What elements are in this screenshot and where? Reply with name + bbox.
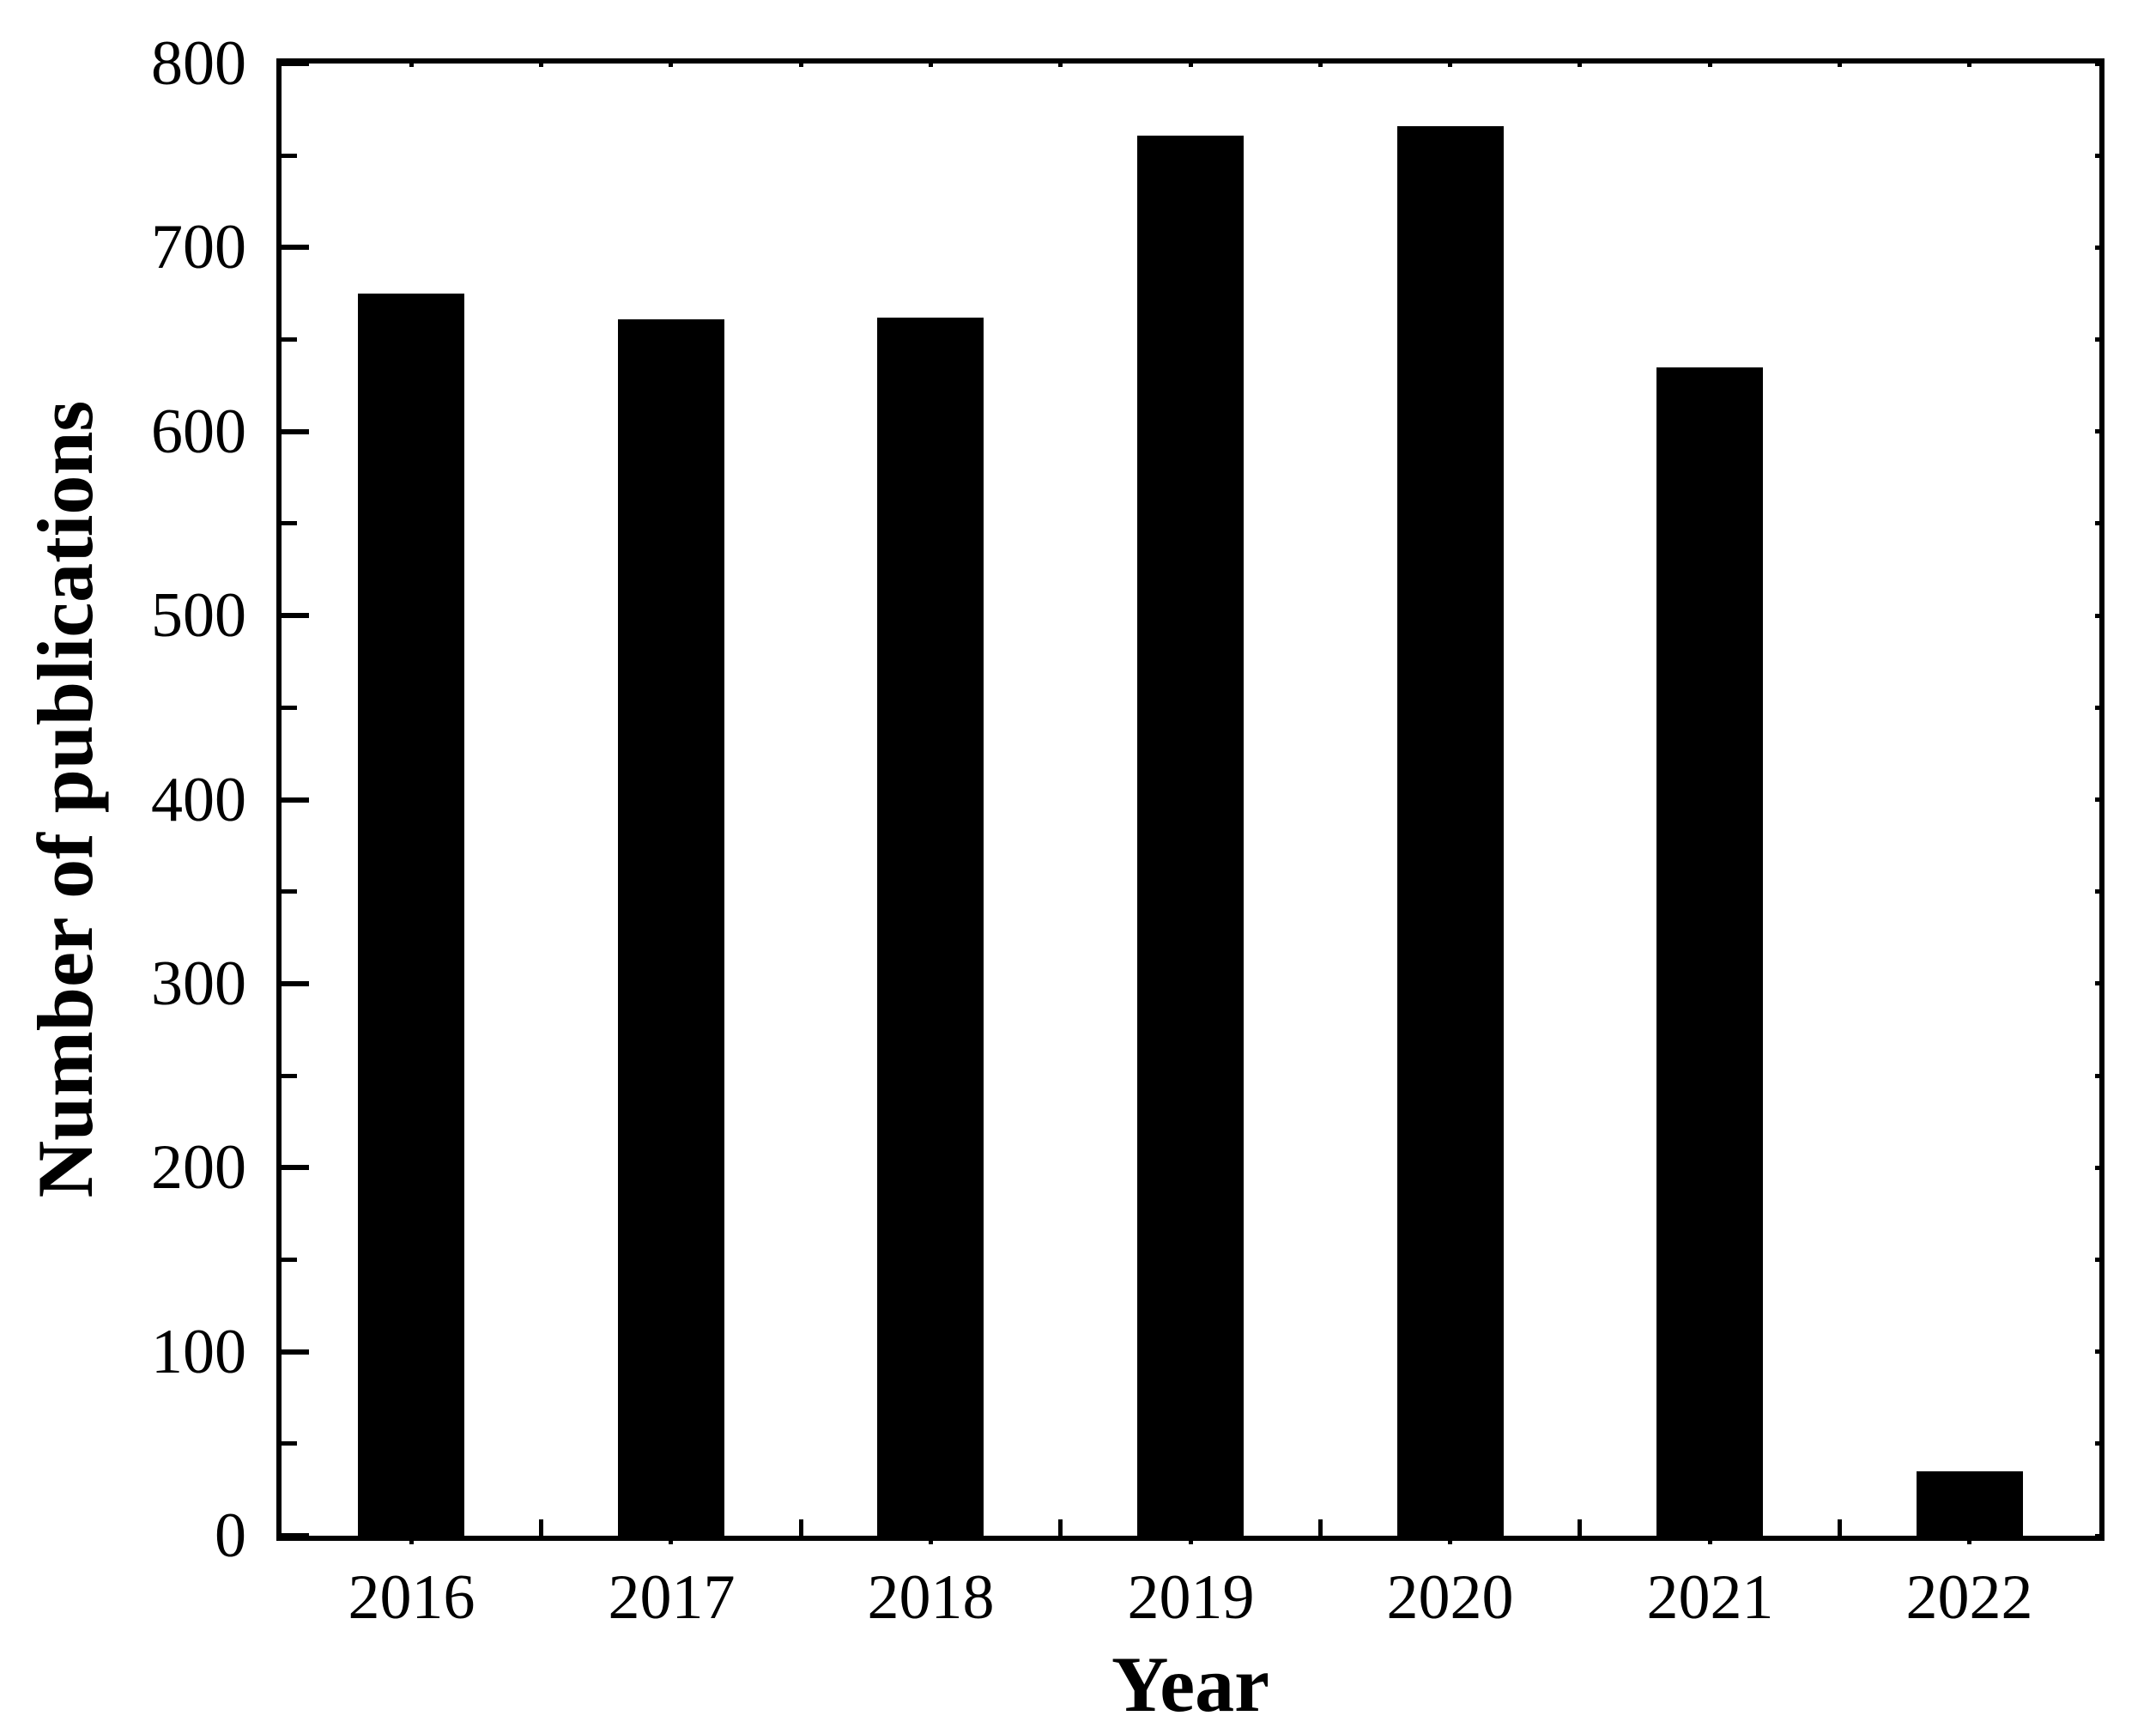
y-tick-label: 300	[151, 949, 246, 1019]
x-axis-title: Year	[1111, 1640, 1269, 1728]
top-tick	[1708, 64, 1712, 67]
x-tick-label: 2022	[1905, 1562, 2033, 1633]
x-minor-tick	[1058, 1519, 1063, 1536]
y-right-tick	[2095, 1166, 2099, 1170]
top-tick	[799, 64, 803, 67]
top-tick	[1189, 64, 1193, 67]
y-right-tick	[2095, 1534, 2099, 1538]
x-minor-tick	[1838, 1519, 1842, 1536]
top-tick	[409, 64, 414, 67]
y-tick-label: 100	[151, 1317, 246, 1387]
y-major-tick	[282, 1349, 309, 1355]
bar	[1137, 136, 1244, 1536]
y-right-minor-tick	[2095, 1258, 2099, 1262]
y-major-tick	[282, 429, 309, 434]
y-tick-label: 700	[151, 212, 246, 282]
bar	[877, 318, 984, 1536]
plot-area	[276, 58, 2105, 1541]
y-major-tick	[282, 61, 309, 66]
y-right-tick	[2095, 1349, 2099, 1354]
top-tick	[929, 64, 933, 67]
top-tick	[1058, 64, 1063, 67]
top-tick	[1838, 64, 1842, 67]
top-tick	[1448, 64, 1452, 67]
bar	[618, 319, 724, 1536]
top-tick	[669, 64, 673, 67]
x-minor-tick	[799, 1519, 803, 1536]
x-minor-tick	[539, 1519, 543, 1536]
x-tick-label: 2016	[348, 1562, 475, 1633]
y-major-tick	[282, 797, 309, 803]
x-major-tick	[669, 1541, 673, 1544]
y-right-minor-tick	[2095, 154, 2099, 158]
y-right-minor-tick	[2095, 1441, 2099, 1446]
bar	[1917, 1471, 2023, 1536]
x-tick-label: 2018	[867, 1562, 995, 1633]
y-right-tick	[2095, 429, 2099, 434]
y-minor-tick	[282, 1074, 297, 1078]
y-minor-tick	[282, 521, 297, 525]
y-minor-tick	[282, 1441, 297, 1446]
x-tick-label: 2021	[1646, 1562, 1774, 1633]
x-minor-tick	[1318, 1519, 1323, 1536]
y-right-tick	[2095, 614, 2099, 618]
bar	[1397, 126, 1504, 1536]
y-tick-label: 400	[151, 765, 246, 835]
y-minor-tick	[282, 337, 297, 342]
x-major-tick	[1967, 1541, 1971, 1544]
y-major-tick	[282, 613, 309, 618]
y-major-tick	[282, 981, 309, 986]
bar	[358, 294, 464, 1536]
x-major-tick	[1189, 1541, 1193, 1544]
y-tick-label: 600	[151, 397, 246, 467]
y-right-minor-tick	[2095, 889, 2099, 894]
top-tick	[1578, 64, 1582, 67]
y-minor-tick	[282, 889, 297, 894]
y-right-tick	[2095, 797, 2099, 802]
x-major-tick	[929, 1541, 933, 1544]
y-minor-tick	[282, 706, 297, 710]
x-major-tick	[1708, 1541, 1712, 1544]
y-right-tick	[2095, 246, 2099, 250]
y-major-tick	[282, 1165, 309, 1170]
x-tick-label: 2017	[608, 1562, 736, 1633]
x-major-tick	[409, 1541, 414, 1544]
y-right-minor-tick	[2095, 1074, 2099, 1078]
y-right-tick	[2095, 981, 2099, 985]
y-major-tick	[282, 1533, 309, 1538]
y-tick-label: 200	[151, 1132, 246, 1203]
top-tick	[1318, 64, 1323, 67]
y-major-tick	[282, 245, 309, 250]
y-right-minor-tick	[2095, 337, 2099, 342]
y-right-minor-tick	[2095, 706, 2099, 710]
y-tick-label: 0	[215, 1501, 246, 1571]
x-minor-tick	[1578, 1519, 1582, 1536]
y-minor-tick	[282, 154, 297, 158]
top-tick	[539, 64, 543, 67]
x-tick-label: 2020	[1386, 1562, 1514, 1633]
y-tick-label: 500	[151, 580, 246, 651]
y-minor-tick	[282, 1258, 297, 1262]
x-major-tick	[1448, 1541, 1452, 1544]
bar	[1656, 367, 1763, 1536]
y-right-minor-tick	[2095, 521, 2099, 525]
y-tick-label: 800	[151, 28, 246, 99]
x-tick-label: 2019	[1127, 1562, 1255, 1633]
y-right-tick	[2095, 62, 2099, 66]
top-tick	[1967, 64, 1971, 67]
